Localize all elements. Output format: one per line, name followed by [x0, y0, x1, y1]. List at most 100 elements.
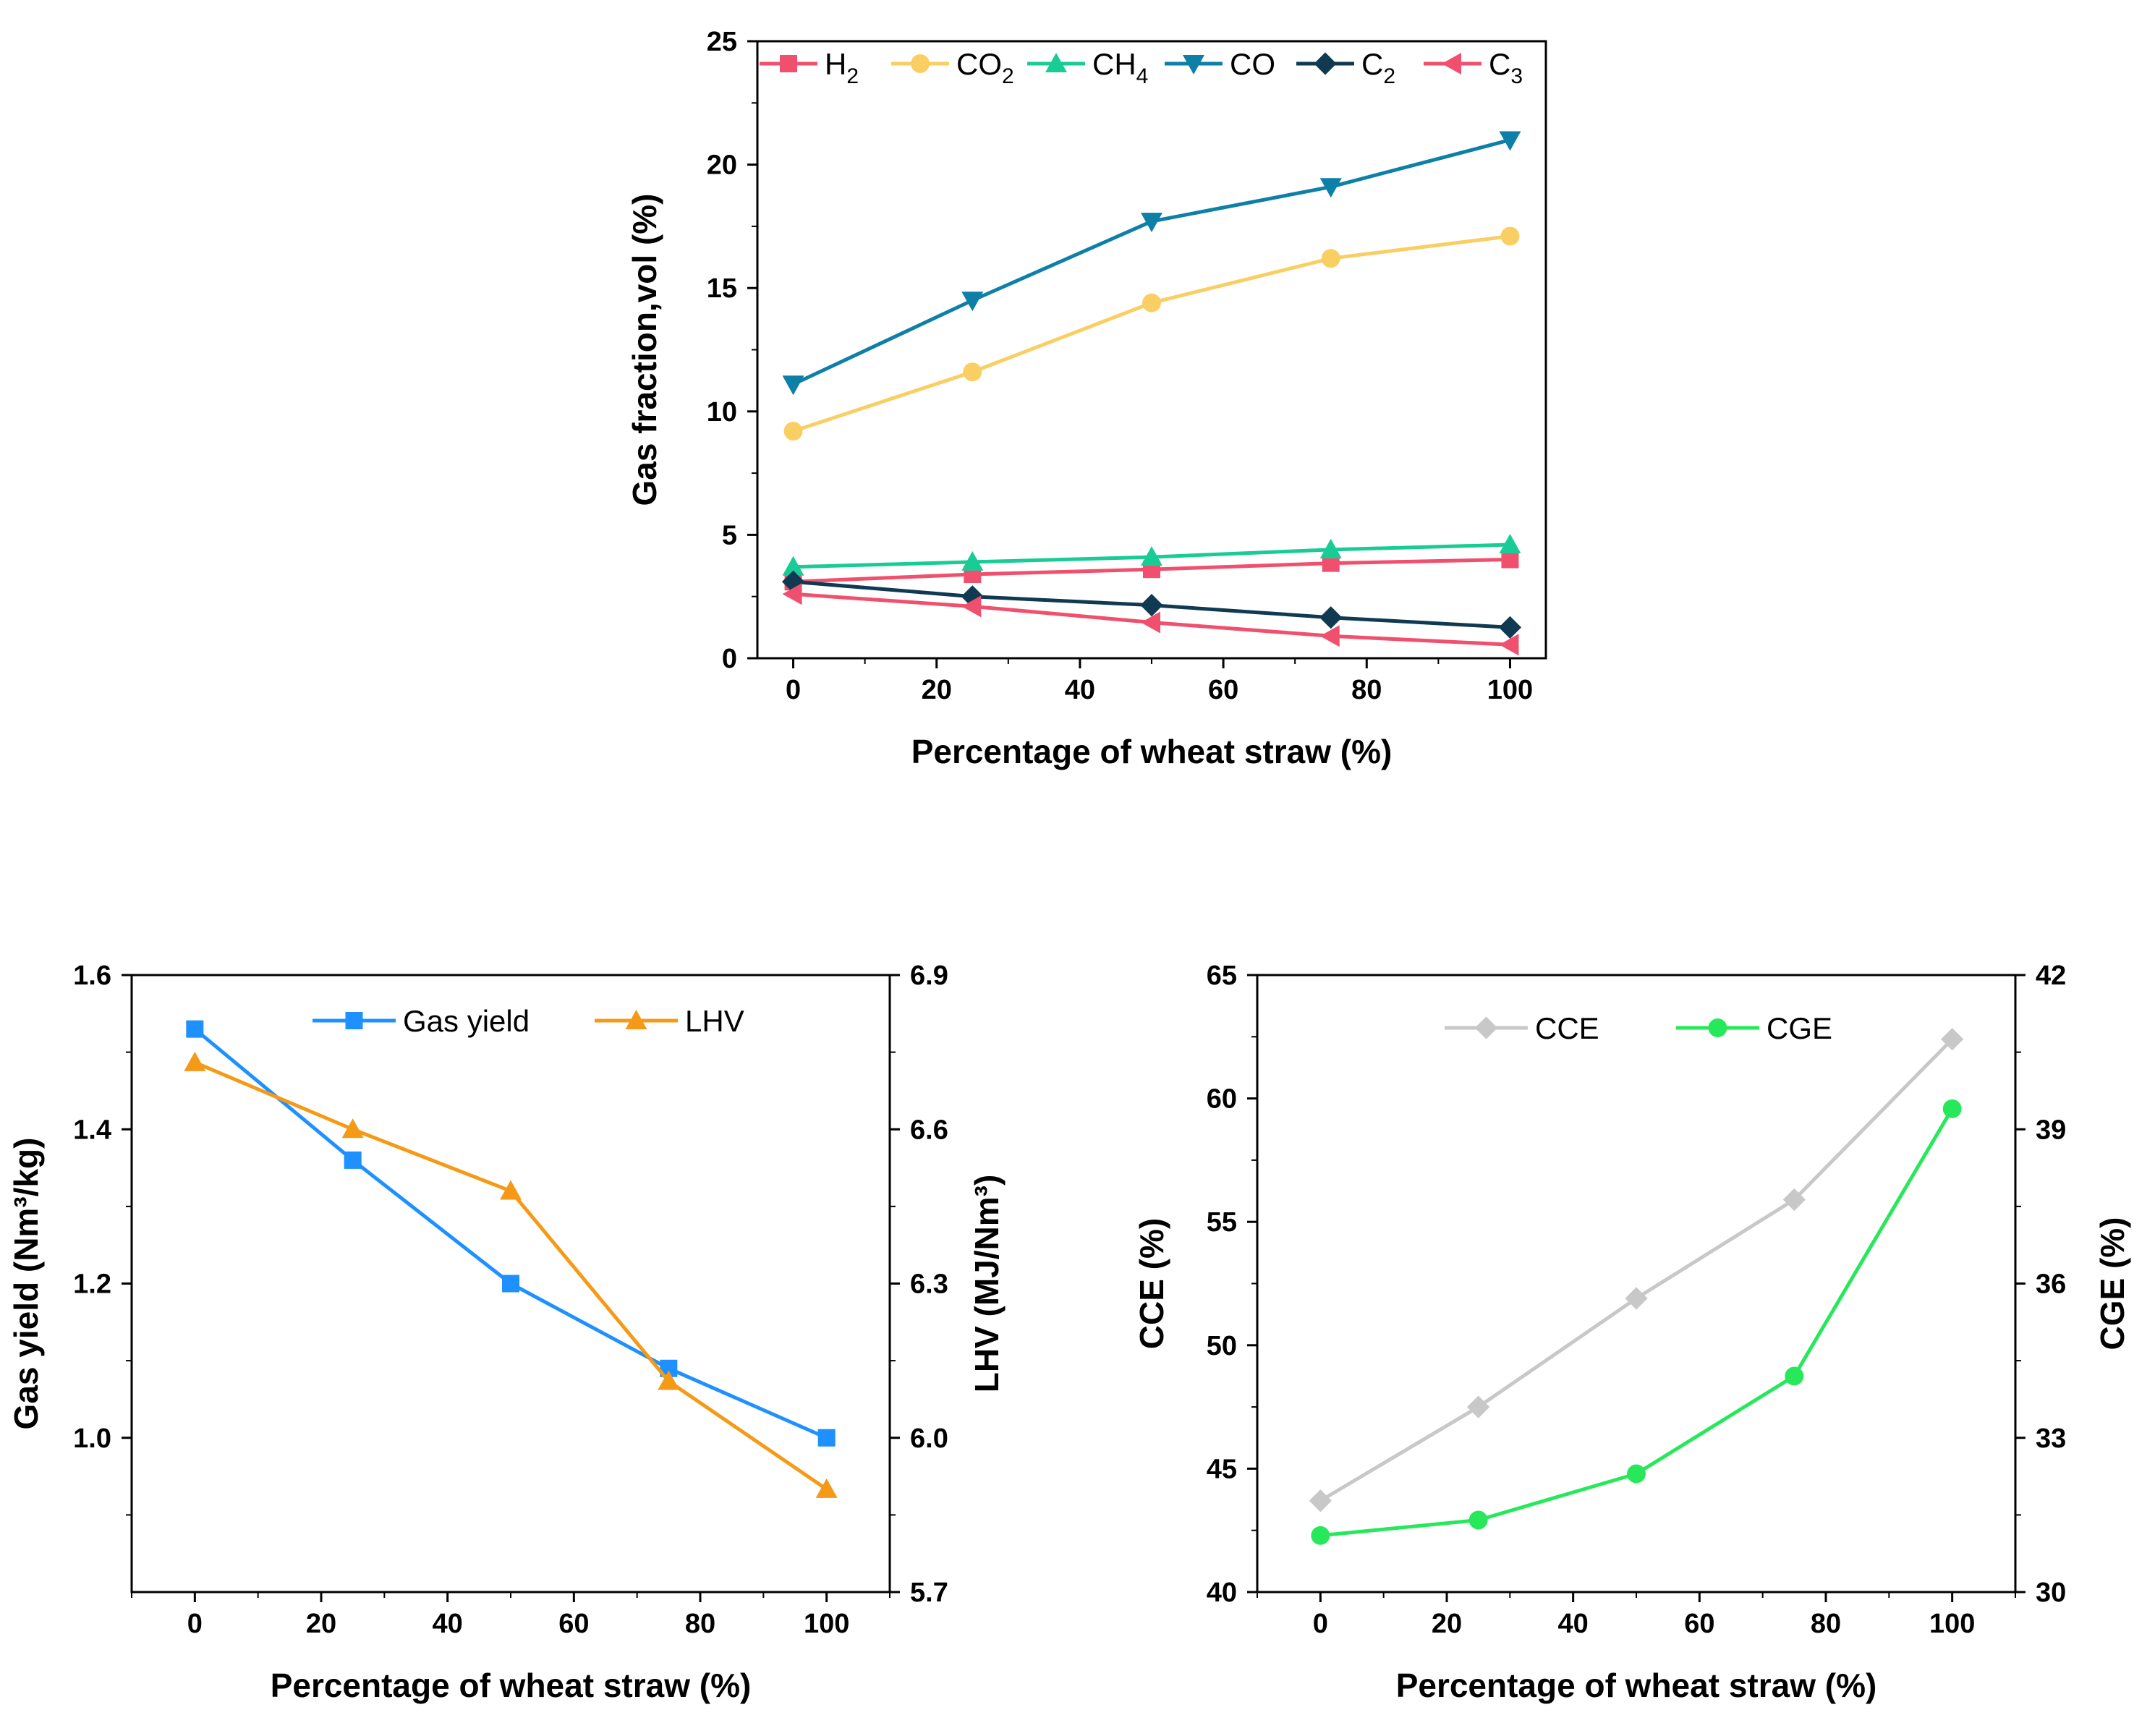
y-tick-label: 1.0	[73, 1424, 111, 1454]
data-point-ch4	[1499, 534, 1521, 554]
data-point-c2	[1498, 616, 1522, 639]
series-lhv	[184, 1051, 838, 1498]
y-right-tick-label: 30	[2036, 1578, 2066, 1608]
data-point-co2	[783, 422, 803, 441]
series-cce	[1309, 1028, 1964, 1512]
y-right-tick-label: 33	[2036, 1424, 2066, 1454]
legend-marker	[1708, 1018, 1727, 1037]
data-point-c3	[1141, 611, 1160, 634]
data-point-cce	[1941, 1028, 1964, 1051]
x-tick-label: 0	[187, 1609, 203, 1639]
x-tick-label: 20	[306, 1609, 336, 1639]
data-point-ch4	[782, 556, 804, 576]
legend-label-subscript: 2	[1002, 64, 1014, 88]
y-right-tick-label: 5.7	[910, 1578, 948, 1608]
chart-panel-2: 0 20 40 60 80 100 1.0 1.2 1.4 1.6 5.7 6.0 6.3 6.6 6.9 P…	[7, 961, 1006, 1704]
y-tick-label: 10	[707, 397, 737, 427]
x-tick-label: 40	[1558, 1609, 1589, 1639]
legend-marker	[1474, 1016, 1498, 1039]
legend: CCE CGE	[1445, 1011, 1832, 1045]
series-line-co	[792, 138, 1511, 386]
data-point-co	[782, 375, 804, 396]
legend-label: CGE	[1767, 1011, 1832, 1045]
x-tick-label: 80	[1811, 1609, 1841, 1639]
legend-marker	[1183, 55, 1204, 75]
data-point-cge	[1942, 1099, 1962, 1118]
legend-item-co2: CO2	[891, 47, 1014, 88]
data-point-cge	[1627, 1464, 1646, 1484]
x-tick-label: 80	[1351, 675, 1382, 705]
legend-label-base: CH	[1092, 47, 1136, 81]
x-tick-label: 100	[1487, 675, 1533, 705]
data-point-c3	[961, 595, 982, 618]
data-point-cce	[1782, 1188, 1806, 1212]
y-tick-label: 0	[722, 644, 737, 674]
y-right-axis-label: LHV (MJ/Nm³)	[968, 1175, 1006, 1393]
y-tick-label: 5	[722, 520, 737, 550]
legend-label: CCE	[1535, 1011, 1599, 1045]
data-point-lhv	[341, 1118, 364, 1139]
y-tick-label: 65	[1207, 961, 1237, 991]
series-line-gas_yield	[193, 1027, 828, 1440]
data-point-c2	[1140, 594, 1163, 617]
legend-label-base: C	[1361, 47, 1383, 81]
data-point-ch4	[961, 550, 984, 571]
y-right-axis-label: CGE (%)	[2093, 1217, 2131, 1350]
data-point-cge	[1311, 1526, 1330, 1545]
legend: Gas yield LHV	[313, 1004, 744, 1038]
data-point-cge	[1468, 1510, 1488, 1530]
data-point-h2	[1501, 550, 1519, 569]
y-right-tick-label: 39	[2036, 1115, 2066, 1145]
series-gas_yield	[186, 1020, 836, 1447]
x-tick-label: 40	[1065, 675, 1095, 705]
y-right-tick-label: 6.6	[910, 1115, 948, 1145]
y-right-tick-label: 42	[2036, 961, 2066, 991]
legend-label: H2	[825, 47, 859, 88]
y-axis-label: CCE (%)	[1133, 1218, 1170, 1349]
legend-item-c3: C3	[1424, 47, 1523, 88]
legend-marker	[1045, 53, 1067, 72]
data-point-cce	[1467, 1395, 1490, 1418]
legend-marker	[1442, 53, 1461, 75]
series-co2	[783, 226, 1520, 441]
data-point-lhv	[815, 1478, 838, 1498]
data-point-lhv	[658, 1370, 680, 1390]
legend: H2 CO2 CH4 CO C2 C3	[760, 47, 1523, 88]
legend-label: CO2	[956, 47, 1014, 88]
legend-label-subscript: 2	[846, 64, 859, 88]
x-tick-label: 100	[804, 1609, 849, 1639]
legend-label: CO	[1230, 47, 1275, 81]
legend-marker	[345, 1012, 363, 1029]
data-point-co2	[1500, 226, 1520, 246]
series-c3	[782, 583, 1519, 656]
plot-frame	[1256, 974, 2017, 1594]
x-axis-label: Percentage of wheat straw (%)	[271, 1667, 752, 1704]
series-cge	[1311, 1099, 1962, 1545]
legend-label: Gas yield	[403, 1004, 530, 1038]
legend-item-h2: H2	[760, 47, 859, 88]
legend-item-lhv: LHV	[595, 1004, 744, 1038]
data-point-gas_yield	[502, 1275, 519, 1293]
data-point-cge	[1785, 1366, 1804, 1386]
data-point-co	[961, 292, 984, 312]
y-right-tick-label: 36	[2036, 1269, 2066, 1300]
x-tick-label: 20	[1432, 1609, 1462, 1639]
y-tick-label: 20	[707, 150, 737, 181]
data-point-cce	[1309, 1489, 1332, 1512]
data-point-gas_yield	[817, 1429, 836, 1447]
x-tick-label: 60	[558, 1609, 589, 1639]
x-tick-label: 0	[1313, 1609, 1328, 1639]
legend-label-base: CO	[956, 47, 1002, 81]
legend-item-co: CO	[1165, 47, 1275, 81]
data-point-c2	[1319, 606, 1343, 629]
y-right-tick-label: 6.0	[910, 1424, 948, 1454]
x-axis-label: Percentage of wheat straw (%)	[1396, 1667, 1877, 1704]
x-tick-label: 80	[685, 1609, 715, 1639]
y-right-tick-label: 6.9	[910, 961, 948, 991]
data-point-co	[1499, 131, 1521, 151]
data-point-lhv	[500, 1180, 522, 1200]
legend-label-subscript: 4	[1136, 64, 1149, 88]
data-point-co2	[1142, 293, 1161, 312]
x-tick-label: 100	[1929, 1609, 1975, 1639]
